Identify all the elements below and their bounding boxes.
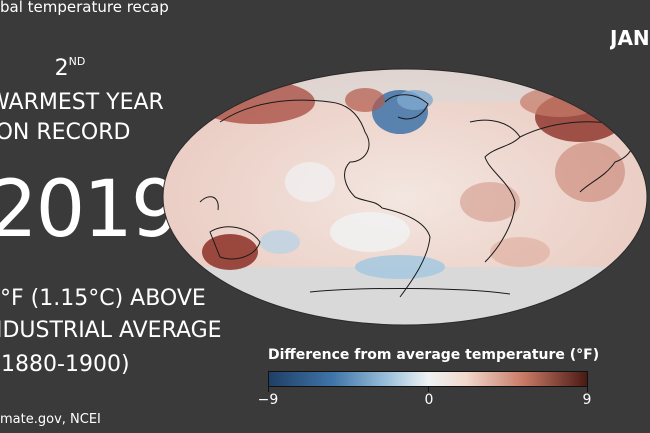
rank-label: 2ND (0, 54, 140, 81)
anomaly-stat-line-2: NDUSTRIAL AVERAGE (0, 318, 222, 343)
globe-outline (162, 68, 648, 326)
legend-color-bar (268, 371, 588, 387)
header-title: bal temperature recap (0, 0, 169, 16)
rank-suffix: ND (68, 54, 86, 68)
rank-number: 2 (54, 56, 69, 81)
date-label: JAN 2 (610, 26, 650, 50)
headline-line-1: WARMEST YEAR (0, 90, 164, 115)
legend-tick-min (268, 386, 269, 392)
source-credit: mate.gov, NCEI (0, 412, 101, 427)
legend-min-label: −9 (257, 392, 279, 408)
anomaly-stat-line-3: (1880-1900) (0, 352, 130, 377)
year-label: 2019 (0, 165, 181, 255)
legend-mid-label: 0 (424, 392, 434, 408)
legend-max-label: 9 (582, 392, 592, 408)
headline-line-2: ON RECORD (0, 120, 131, 145)
anomaly-stat-line-1: 7°F (1.15°C) ABOVE (0, 286, 206, 311)
legend-title: Difference from average temperature (°F) (268, 347, 600, 363)
anomaly-patches (163, 69, 647, 325)
summary-panel: 2ND WARMEST YEAR ON RECORD 2019 7°F (1.1… (0, 0, 222, 433)
temperature-anomaly-map (160, 62, 650, 336)
legend-tick-max (587, 386, 588, 392)
legend-tick-mid (428, 386, 429, 392)
